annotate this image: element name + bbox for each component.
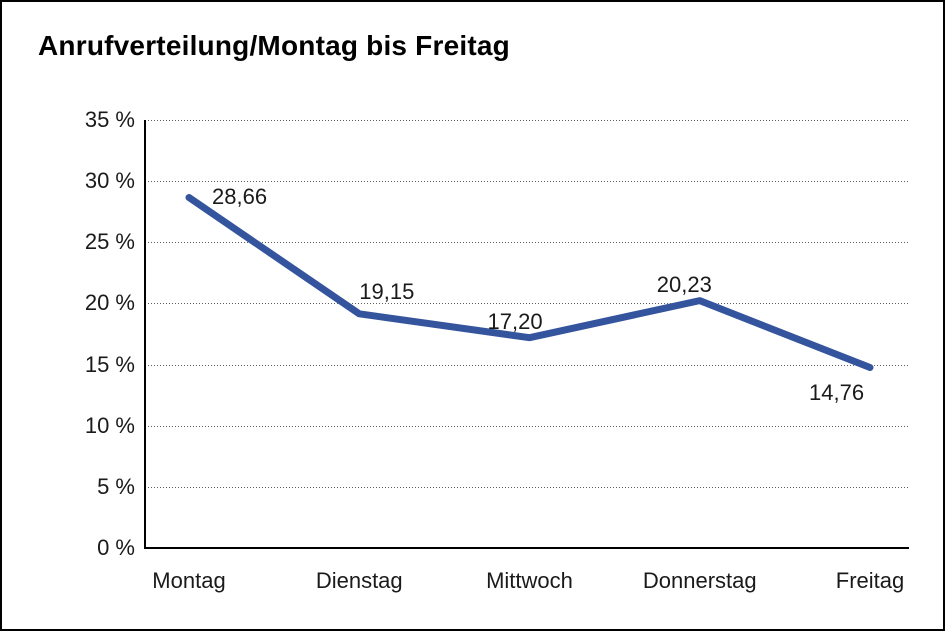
- x-axis-tick-label: Mittwoch: [486, 568, 573, 593]
- y-axis-tick-label: 25 %: [84, 229, 135, 255]
- y-axis-tick-label: 10 %: [84, 412, 135, 438]
- y-axis-tick-label: 5 %: [97, 473, 135, 499]
- data-point-label: 20,23: [656, 271, 712, 297]
- chart-title: Anrufverteilung/Montag bis Freitag: [38, 30, 510, 61]
- x-axis-tick-label: Freitag: [835, 568, 905, 593]
- data-point-label: 14,76: [809, 379, 865, 405]
- y-axis-tick-label: 35 %: [84, 107, 135, 132]
- data-point-label: 19,15: [359, 278, 415, 304]
- y-axis-tick-label: 30 %: [84, 168, 135, 194]
- x-axis-tick-label: Donnerstag: [642, 568, 757, 593]
- x-axis-tick-label: Dienstag: [315, 568, 403, 593]
- data-point-label: 17,20: [487, 308, 543, 334]
- x-axis-tick-label: Montag: [152, 568, 226, 593]
- y-axis-tick-label: 20 %: [84, 290, 135, 316]
- data-point-label: 28,66: [212, 183, 268, 209]
- y-axis-tick-label: 0 %: [97, 535, 135, 560]
- data-line: [185, 194, 874, 372]
- y-axis-tick-label: 15 %: [84, 351, 135, 377]
